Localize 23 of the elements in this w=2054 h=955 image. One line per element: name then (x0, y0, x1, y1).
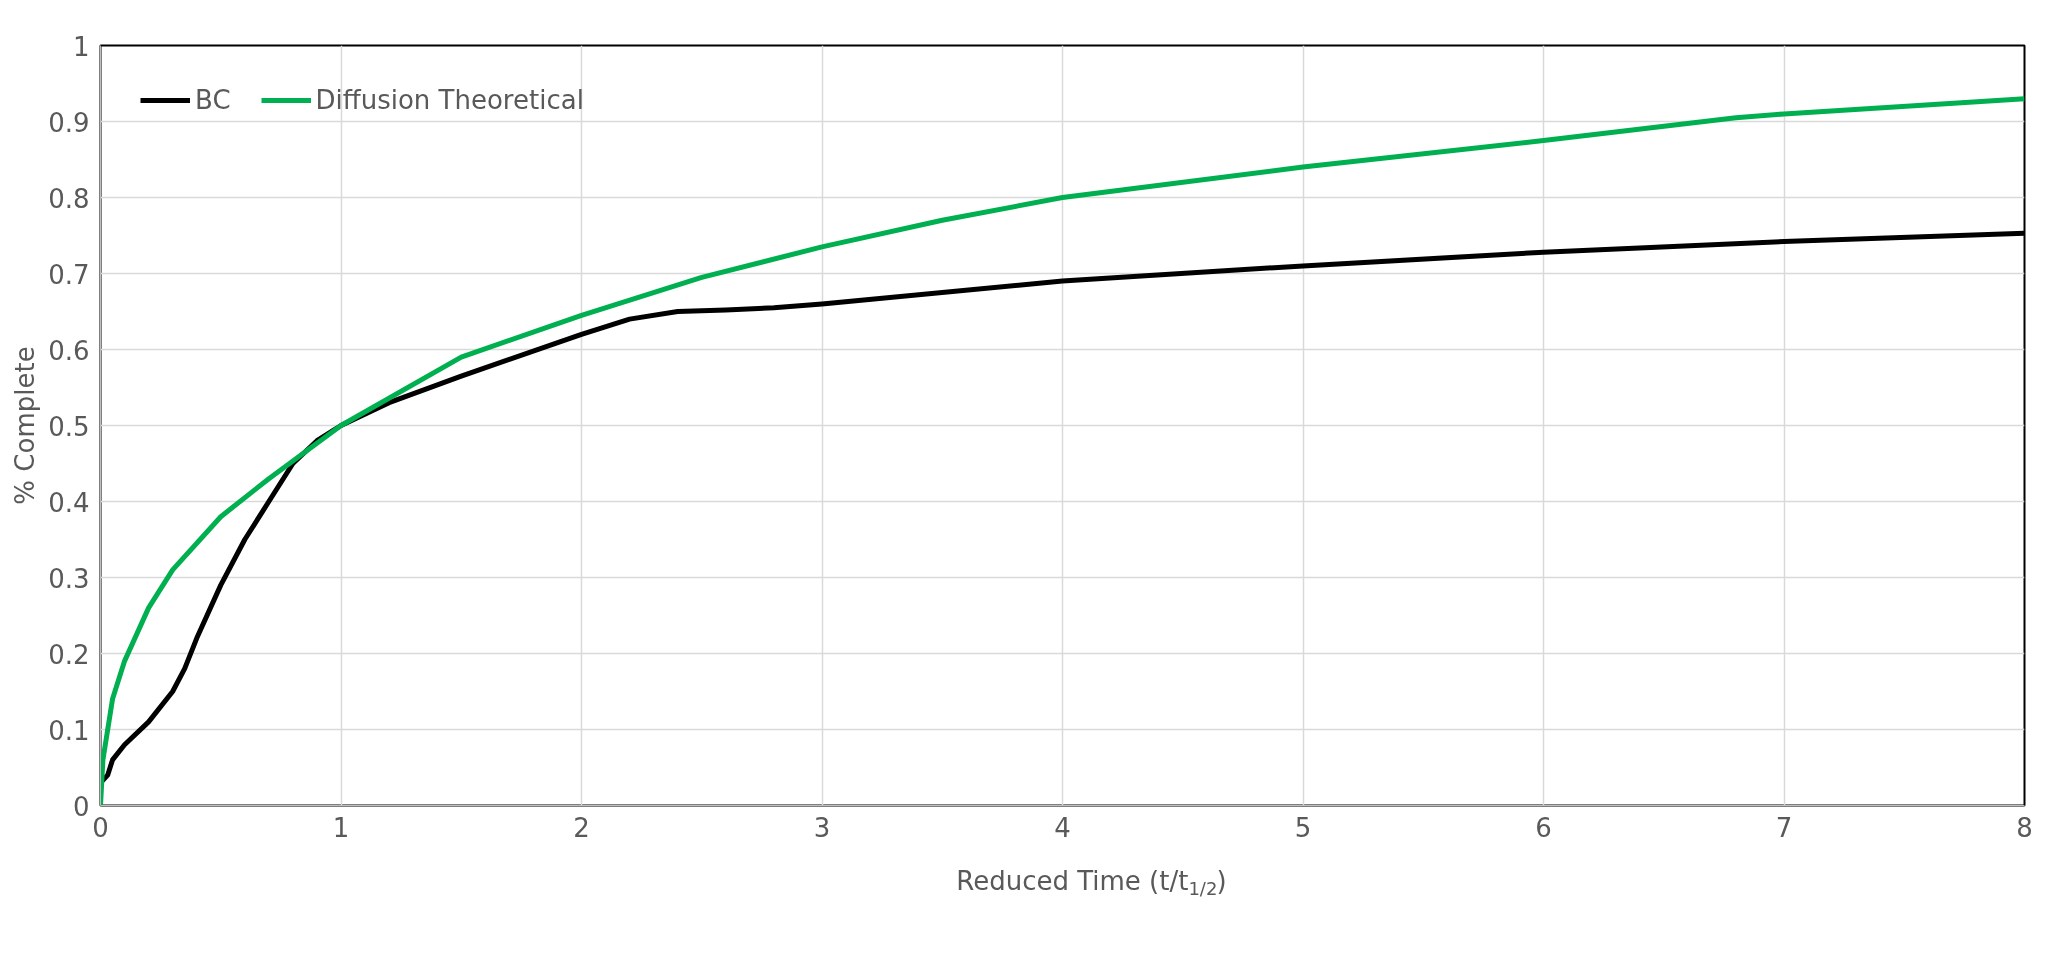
x-tick-label: 5 (1294, 812, 1312, 843)
x-tick-label: 2 (573, 812, 590, 843)
legend-label: Diffusion Theoretical (315, 85, 584, 115)
x-tick-label: 4 (1054, 812, 1071, 843)
y-axis-title: % Complete (10, 346, 41, 505)
x-tick-label: 1 (332, 812, 350, 843)
y-tick-label: 0.6 (48, 335, 90, 366)
y-tick-label: 0.5 (48, 411, 90, 442)
x-tick-label: 6 (1535, 812, 1552, 843)
y-tick-label: 1 (72, 31, 90, 62)
y-tick-label: 0.7 (48, 259, 90, 290)
x-tick-label: 3 (813, 812, 831, 843)
x-tick-label: 0 (92, 812, 109, 843)
y-tick-label: 0 (72, 791, 90, 822)
x-tick-label: 7 (1775, 812, 1793, 843)
legend-label: BC (195, 85, 231, 115)
y-tick-label: 0.9 (48, 107, 90, 138)
y-tick-label: 0.8 (48, 183, 90, 214)
y-tick-label: 0.4 (48, 487, 90, 518)
y-tick-label: 0.1 (48, 715, 90, 746)
x-tick-label: 8 (2016, 812, 2033, 843)
y-tick-label: 0.2 (48, 639, 90, 670)
y-tick-label: 0.3 (48, 563, 90, 594)
